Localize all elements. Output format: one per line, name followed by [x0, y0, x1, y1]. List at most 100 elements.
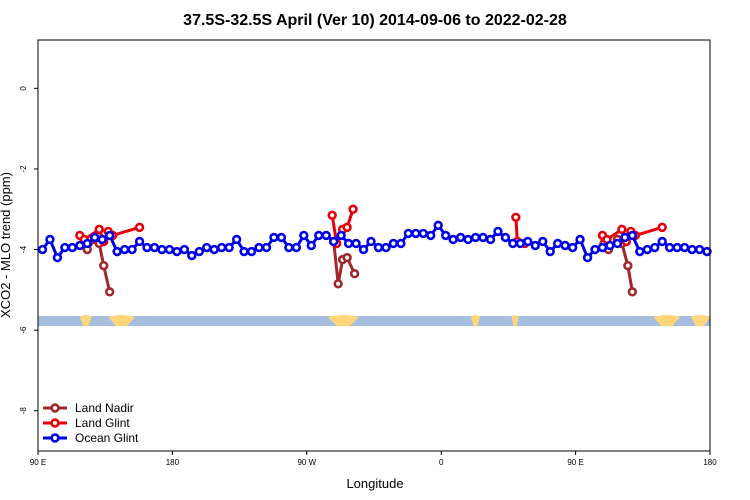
data-point	[478, 232, 488, 243]
data-point	[82, 238, 92, 249]
data-point	[500, 232, 511, 243]
data-point	[552, 238, 563, 249]
y-tick-label: -6	[19, 326, 28, 334]
data-point	[567, 242, 578, 253]
data-point	[515, 238, 526, 249]
data-point	[455, 232, 466, 243]
data-point	[164, 244, 175, 255]
data-point	[149, 242, 160, 253]
data-point	[642, 244, 652, 255]
data-point	[508, 238, 518, 249]
data-point	[142, 242, 152, 253]
x-axis: 90 E 180 90 W 0 90 E 180	[30, 451, 717, 467]
data-point	[134, 236, 145, 247]
legend-label: Land Glint	[75, 416, 130, 430]
data-point	[620, 232, 630, 243]
data-point	[418, 228, 428, 239]
data-point	[37, 244, 48, 255]
data-point	[336, 230, 346, 241]
data-point	[104, 230, 115, 241]
data-point	[605, 240, 615, 251]
data-point	[358, 244, 369, 255]
data-point	[623, 260, 633, 271]
data-point	[94, 224, 104, 235]
data-point	[291, 242, 302, 253]
map-land-4	[511, 315, 519, 327]
data-point	[231, 234, 242, 245]
data-point	[97, 234, 107, 245]
data-point	[650, 242, 660, 253]
data-point	[448, 234, 458, 245]
data-point	[299, 230, 309, 241]
x-tick-label: 180	[166, 458, 180, 467]
y-tick-label: -8	[19, 407, 28, 415]
series-layer	[37, 204, 712, 297]
data-point	[284, 242, 294, 253]
data-point	[388, 238, 399, 249]
x-tick-label: 180	[703, 458, 717, 467]
data-point	[134, 222, 145, 233]
data-point	[127, 244, 137, 255]
y-tick-label: 0	[19, 86, 28, 91]
data-point	[351, 238, 361, 249]
data-point	[349, 269, 360, 279]
data-point	[342, 222, 352, 233]
data-point	[433, 220, 443, 231]
data-point	[99, 260, 109, 271]
data-point	[523, 236, 533, 247]
data-point	[627, 230, 638, 241]
data-point	[411, 228, 421, 239]
data-point	[702, 246, 712, 257]
data-point	[246, 246, 257, 257]
data-point	[530, 240, 540, 251]
data-point	[560, 240, 570, 251]
data-point	[254, 242, 264, 253]
x-tick-label: 90 E	[30, 458, 46, 467]
data-point	[306, 240, 316, 251]
data-point	[575, 234, 585, 245]
data-point	[342, 252, 352, 263]
data-point	[67, 242, 78, 253]
data-point	[333, 279, 343, 289]
data-point	[119, 244, 130, 255]
map-ocean	[38, 316, 710, 327]
data-point	[321, 230, 331, 241]
data-point	[635, 246, 645, 257]
data-point	[343, 238, 354, 249]
series-ocean-glint	[37, 220, 712, 263]
data-point	[187, 250, 197, 261]
x-tick-label: 90 E	[567, 458, 583, 467]
legend-marker	[50, 418, 60, 428]
x-tick-label: 0	[439, 458, 444, 467]
data-point	[104, 287, 115, 297]
data-point	[328, 236, 339, 247]
legend-label: Land Nadir	[75, 401, 134, 415]
map-land-3	[471, 315, 481, 327]
data-point	[75, 240, 85, 251]
map-land-5	[653, 315, 681, 327]
x-axis-label: Longitude	[346, 476, 403, 491]
data-point	[327, 210, 337, 220]
data-point	[239, 246, 249, 257]
data-point	[627, 287, 638, 297]
data-point	[314, 230, 324, 241]
x-tick-label: 90 W	[297, 458, 316, 467]
legend-marker	[50, 403, 60, 413]
data-point	[194, 246, 204, 257]
data-point	[590, 244, 600, 255]
data-point	[172, 246, 182, 257]
y-tick-label: -4	[19, 245, 28, 253]
data-point	[90, 232, 100, 243]
data-point	[216, 242, 227, 253]
data-point	[45, 234, 55, 245]
data-point	[366, 236, 376, 247]
data-point	[269, 232, 279, 243]
data-point	[112, 246, 122, 257]
y-axis: 0 -2 -4 -6 -8	[19, 86, 38, 415]
data-point	[597, 242, 608, 253]
data-point	[470, 232, 481, 243]
data-point	[493, 226, 503, 237]
map-land-6	[690, 315, 710, 327]
data-point	[687, 244, 697, 255]
